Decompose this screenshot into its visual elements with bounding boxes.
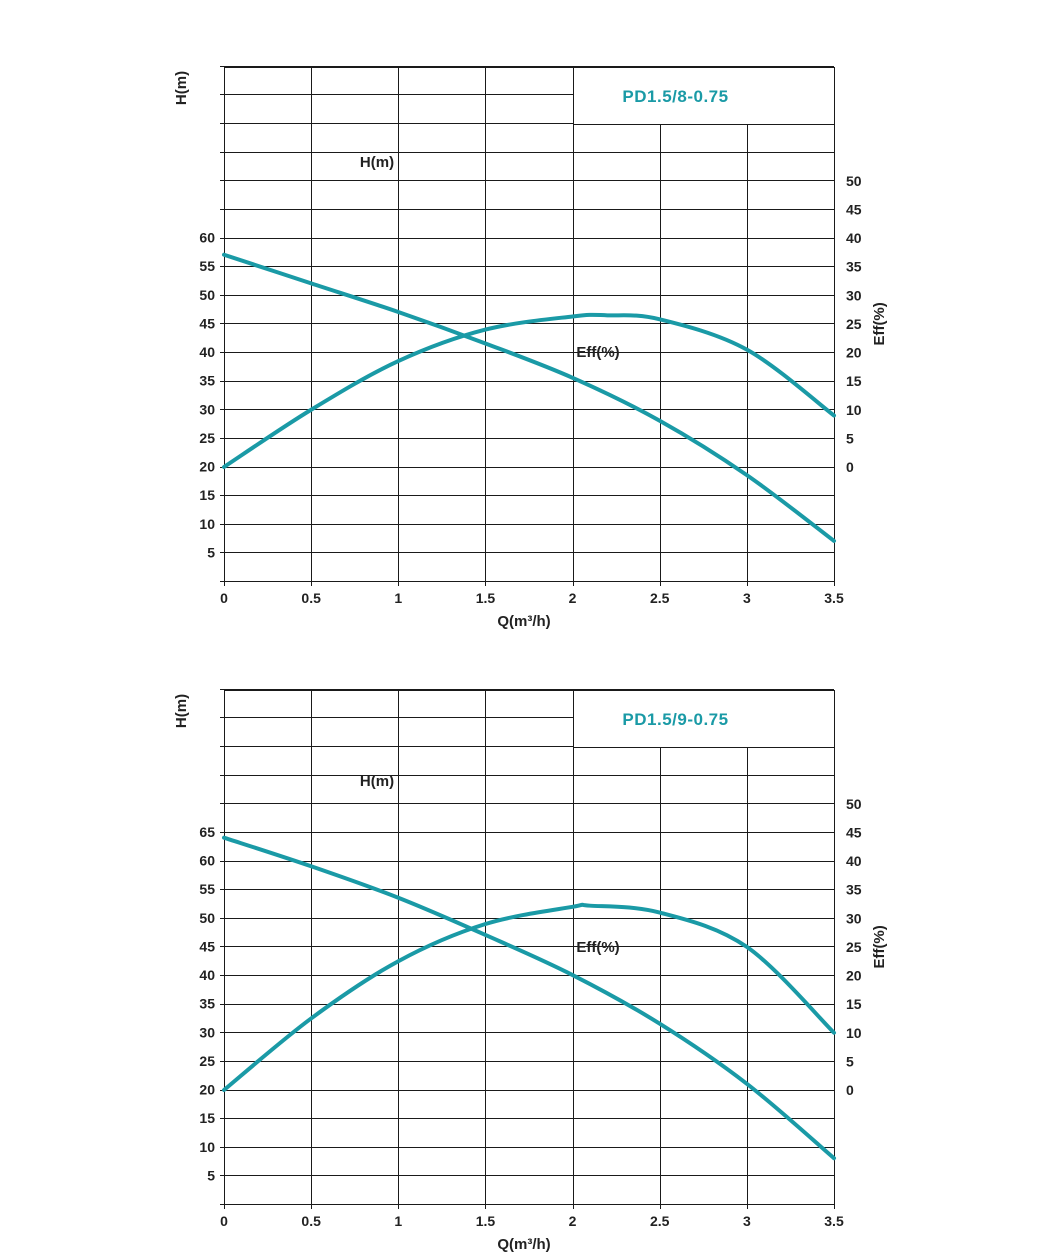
x-tick-label: 1 — [394, 1213, 402, 1229]
x-tick-label: 3.5 — [824, 1213, 844, 1229]
y-left-tick-label: 5 — [207, 544, 215, 560]
y-left-tick-label: 50 — [199, 287, 215, 303]
chart-title: PD1.5/8-0.75 — [622, 87, 728, 106]
y-left-tick-label: 45 — [199, 315, 215, 331]
y-left-tick-label: 15 — [199, 487, 215, 503]
y-right-tick-label: 20 — [846, 345, 862, 361]
y-left-tick-label: 65 — [199, 824, 215, 840]
y-left-axis-label: H(m) — [173, 694, 190, 728]
y-right-tick-label: 15 — [846, 373, 862, 389]
x-tick-label: 2.5 — [650, 1213, 670, 1229]
y-right-tick-label: 30 — [846, 910, 862, 926]
y-left-tick-label: 25 — [199, 430, 215, 446]
efficiency-curve — [222, 902, 836, 1092]
head-curve — [222, 252, 836, 543]
y-right-tick-label: 25 — [846, 939, 862, 955]
x-tick-label: 3.5 — [824, 590, 844, 606]
chart-title: PD1.5/9-0.75 — [622, 710, 728, 729]
y-left-tick-label: 20 — [199, 1082, 215, 1098]
y-left-tick-label: 55 — [199, 881, 215, 897]
y-left-tick-label: 25 — [199, 1053, 215, 1069]
y-left-tick-label: 60 — [199, 230, 215, 246]
x-tick-label: 2.5 — [650, 590, 670, 606]
y-right-axis-label: Eff(%) — [871, 925, 888, 968]
y-left-tick-label: 20 — [199, 459, 215, 475]
y-right-tick-label: 45 — [846, 824, 862, 840]
efficiency-curve-label: Eff(%) — [576, 344, 619, 361]
head-curve-label: H(m) — [360, 773, 394, 790]
y-right-tick-label: 5 — [846, 430, 854, 446]
y-right-tick-label: 15 — [846, 996, 862, 1012]
y-left-tick-label: 10 — [199, 516, 215, 532]
y-right-tick-label: 50 — [846, 796, 862, 812]
y-left-tick-label: 40 — [199, 344, 215, 360]
y-right-tick-label: 10 — [846, 402, 862, 418]
head-curve-label: H(m) — [360, 154, 394, 171]
x-tick-label: 1.5 — [476, 590, 496, 606]
y-right-tick-label: 30 — [846, 287, 862, 303]
head-curve — [222, 835, 836, 1161]
x-tick-label: 1.5 — [476, 1213, 496, 1229]
y-left-tick-label: 30 — [199, 1024, 215, 1040]
efficiency-curve-label: Eff(%) — [576, 939, 619, 956]
plot-frame — [223, 66, 836, 583]
y-left-tick-label: 5 — [207, 1167, 215, 1183]
y-left-tick-label: 45 — [199, 938, 215, 954]
x-tick-label: 0 — [220, 1213, 228, 1229]
y-left-tick-label: 60 — [199, 853, 215, 869]
plot-frame — [223, 689, 836, 1206]
y-right-tick-label: 50 — [846, 173, 862, 189]
y-right-tick-label: 40 — [846, 853, 862, 869]
y-right-tick-label: 35 — [846, 259, 862, 275]
y-left-tick-label: 15 — [199, 1110, 215, 1126]
y-right-axis-label: Eff(%) — [871, 302, 888, 345]
title-box — [572, 689, 836, 749]
x-tick-label: 0 — [220, 590, 228, 606]
y-right-tick-label: 0 — [846, 1082, 854, 1098]
chart-2: PD1.5/9-0.755101520253035404550556065051… — [173, 689, 888, 1253]
y-left-tick-label: 55 — [199, 258, 215, 274]
x-axis-label: Q(m³/h) — [497, 613, 550, 630]
x-tick-label: 1 — [394, 590, 402, 606]
y-right-tick-label: 20 — [846, 968, 862, 984]
y-left-tick-label: 30 — [199, 401, 215, 417]
y-left-axis-label: H(m) — [173, 71, 190, 105]
x-tick-label: 0.5 — [301, 590, 321, 606]
y-left-tick-label: 50 — [199, 910, 215, 926]
y-left-tick-label: 35 — [199, 996, 215, 1012]
x-tick-label: 2 — [569, 1213, 577, 1229]
y-right-tick-label: 35 — [846, 882, 862, 898]
y-right-tick-label: 0 — [846, 459, 854, 475]
y-right-tick-label: 25 — [846, 316, 862, 332]
x-tick-label: 3 — [743, 1213, 751, 1229]
y-left-tick-label: 40 — [199, 967, 215, 983]
y-right-tick-label: 5 — [846, 1053, 854, 1069]
y-left-tick-label: 35 — [199, 373, 215, 389]
x-tick-label: 3 — [743, 590, 751, 606]
x-tick-label: 0.5 — [301, 1213, 321, 1229]
y-left-tick-label: 10 — [199, 1139, 215, 1155]
x-tick-label: 2 — [569, 590, 577, 606]
efficiency-curve — [222, 312, 836, 469]
x-axis-label: Q(m³/h) — [497, 1236, 550, 1253]
chart-1: PD1.5/8-0.755101520253035404550556005101… — [173, 66, 888, 630]
y-right-tick-label: 10 — [846, 1025, 862, 1041]
y-right-tick-label: 45 — [846, 201, 862, 217]
y-right-tick-label: 40 — [846, 230, 862, 246]
